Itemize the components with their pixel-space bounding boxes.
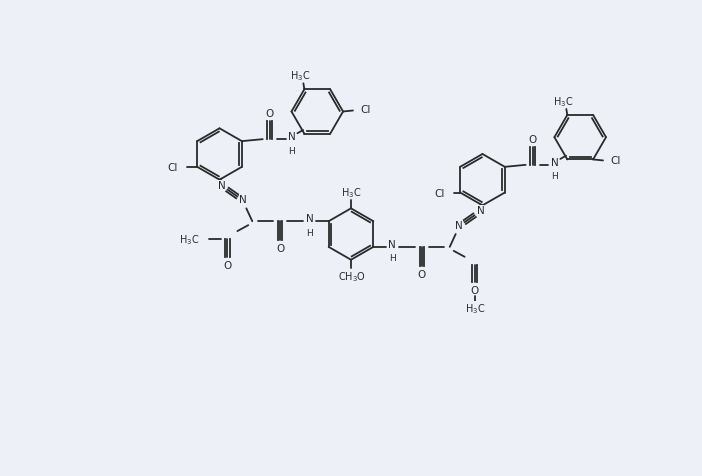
Text: H: H [307, 228, 313, 237]
Text: O: O [265, 109, 274, 119]
Text: N: N [218, 180, 225, 190]
Text: O: O [418, 269, 426, 279]
Text: Cl: Cl [167, 162, 178, 172]
Text: H$_3$C: H$_3$C [341, 186, 361, 200]
Text: O: O [223, 260, 232, 270]
Text: N: N [239, 195, 247, 205]
Text: H: H [551, 172, 558, 181]
Text: N: N [388, 239, 396, 249]
Text: O: O [470, 286, 479, 296]
Text: H: H [389, 254, 395, 263]
Text: N: N [306, 214, 314, 224]
Text: H$_3$C: H$_3$C [553, 95, 574, 109]
Text: N: N [550, 158, 558, 168]
Text: Cl: Cl [360, 104, 370, 114]
Text: Cl: Cl [610, 156, 621, 166]
Text: N: N [455, 221, 463, 231]
Text: H$_3$C: H$_3$C [290, 69, 310, 83]
Text: CH$_3$O: CH$_3$O [338, 270, 366, 284]
Text: O: O [276, 243, 284, 253]
Text: H: H [288, 146, 295, 155]
Text: H$_3$C: H$_3$C [180, 233, 199, 247]
Text: H$_3$C: H$_3$C [465, 302, 486, 316]
Text: Cl: Cl [434, 188, 444, 198]
Text: N: N [288, 132, 296, 142]
Text: O: O [529, 135, 537, 145]
Text: N: N [477, 206, 484, 216]
